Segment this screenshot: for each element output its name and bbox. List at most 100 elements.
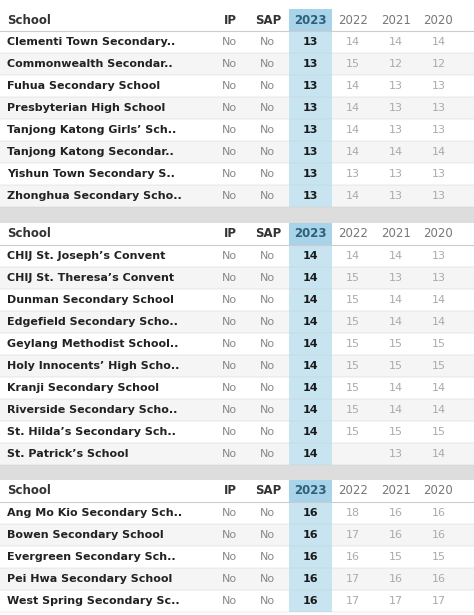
Text: 13: 13 (389, 191, 403, 201)
Text: 2023: 2023 (294, 227, 327, 240)
Text: 15: 15 (346, 295, 360, 304)
Text: 16: 16 (431, 530, 446, 540)
Text: 13: 13 (389, 81, 403, 91)
Text: 2023: 2023 (294, 14, 327, 26)
Text: 15: 15 (389, 427, 403, 437)
Text: 2021: 2021 (381, 14, 411, 26)
Bar (0, 207, 474, 223)
Text: 14: 14 (431, 147, 446, 157)
Text: No: No (260, 38, 275, 47)
Bar (0, 97, 474, 119)
Text: 14: 14 (389, 317, 403, 327)
Text: 13: 13 (303, 38, 318, 47)
Text: 14: 14 (346, 250, 360, 261)
Text: 14: 14 (303, 360, 318, 371)
Text: Yishun Town Secondary S..: Yishun Town Secondary S.. (7, 169, 175, 179)
Text: No: No (222, 405, 237, 415)
Bar (289, 141, 332, 163)
Bar (289, 245, 332, 266)
Text: West Spring Secondary Sc..: West Spring Secondary Sc.. (7, 596, 180, 606)
Text: 14: 14 (303, 427, 318, 437)
Text: 13: 13 (431, 191, 446, 201)
Text: No: No (260, 191, 275, 201)
Bar (0, 311, 474, 333)
Text: 2023: 2023 (294, 485, 327, 498)
Text: No: No (260, 169, 275, 179)
Text: 2021: 2021 (381, 227, 411, 240)
Text: No: No (260, 574, 275, 584)
Text: IP: IP (223, 485, 237, 498)
Text: 16: 16 (346, 552, 360, 562)
Text: 14: 14 (346, 125, 360, 135)
Bar (0, 54, 474, 75)
Text: 14: 14 (389, 250, 403, 261)
Text: 15: 15 (346, 339, 360, 349)
Text: 16: 16 (303, 530, 318, 540)
Text: No: No (260, 81, 275, 91)
Text: 14: 14 (303, 250, 318, 261)
Text: SAP: SAP (255, 227, 281, 240)
Text: No: No (222, 147, 237, 157)
Text: 2022: 2022 (338, 485, 368, 498)
Text: 16: 16 (303, 552, 318, 562)
Text: No: No (222, 574, 237, 584)
Text: 13: 13 (431, 272, 446, 282)
Text: No: No (222, 272, 237, 282)
Text: No: No (222, 448, 237, 459)
Text: 13: 13 (346, 169, 360, 179)
Bar (0, 185, 474, 207)
Bar (289, 568, 332, 590)
Bar (289, 376, 332, 399)
Bar (0, 9, 474, 31)
Text: 16: 16 (431, 574, 446, 584)
Text: IP: IP (223, 227, 237, 240)
Bar (0, 443, 474, 464)
Bar (289, 333, 332, 355)
Text: 16: 16 (389, 508, 403, 518)
Text: No: No (260, 508, 275, 518)
Bar (289, 119, 332, 141)
Text: 14: 14 (346, 81, 360, 91)
Text: No: No (260, 552, 275, 562)
Text: No: No (222, 38, 237, 47)
Text: Holy Innocents’ High Scho..: Holy Innocents’ High Scho.. (7, 360, 180, 371)
Bar (0, 502, 474, 524)
Bar (0, 376, 474, 399)
Text: 15: 15 (346, 272, 360, 282)
Text: 17: 17 (431, 596, 446, 606)
Bar (289, 546, 332, 568)
Text: St. Hilda’s Secondary Sch..: St. Hilda’s Secondary Sch.. (7, 427, 176, 437)
Bar (0, 524, 474, 546)
Bar (289, 443, 332, 464)
Text: No: No (260, 448, 275, 459)
Text: No: No (222, 552, 237, 562)
Text: No: No (222, 103, 237, 113)
Text: 13: 13 (303, 59, 318, 69)
Text: 14: 14 (431, 405, 446, 415)
Bar (289, 223, 332, 245)
Text: 14: 14 (431, 448, 446, 459)
Bar (0, 355, 474, 376)
Text: No: No (260, 360, 275, 371)
Text: 14: 14 (346, 103, 360, 113)
Bar (289, 355, 332, 376)
Bar (0, 75, 474, 97)
Text: No: No (260, 59, 275, 69)
Bar (0, 266, 474, 288)
Text: No: No (222, 250, 237, 261)
Text: No: No (260, 596, 275, 606)
Text: 13: 13 (303, 169, 318, 179)
Text: 13: 13 (303, 191, 318, 201)
Text: CHIJ St. Theresa’s Convent: CHIJ St. Theresa’s Convent (7, 272, 174, 282)
Bar (0, 245, 474, 266)
Text: Clementi Town Secondary..: Clementi Town Secondary.. (7, 38, 175, 47)
Text: 2022: 2022 (338, 227, 368, 240)
Text: No: No (222, 360, 237, 371)
Text: 14: 14 (389, 405, 403, 415)
Text: Presbyterian High School: Presbyterian High School (7, 103, 165, 113)
Text: No: No (222, 125, 237, 135)
Text: Tanjong Katong Secondar..: Tanjong Katong Secondar.. (7, 147, 174, 157)
Text: 14: 14 (431, 317, 446, 327)
Text: No: No (260, 295, 275, 304)
Bar (289, 266, 332, 288)
